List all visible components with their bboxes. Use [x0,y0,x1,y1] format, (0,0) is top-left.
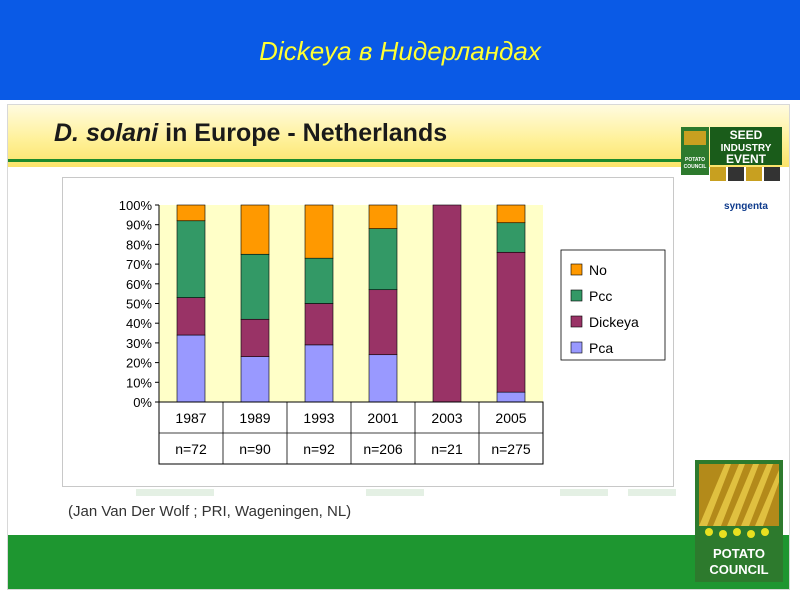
y-tick-label: 0% [133,395,152,410]
y-tick-label: 30% [126,336,152,351]
x-tick-label: 1987 [175,410,206,426]
bar-segment-dickeya [432,204,462,403]
stacked-bar-chart: 0% 10% 20% 30% 40% 50% 60% 70% 80% 90% 100% 1987 n=7… [119,198,666,465]
sample-size-label: n=275 [491,441,531,457]
sample-size-label: n=90 [239,441,271,457]
headline-band [8,105,789,167]
mini-logo-word-2: COUNCIL [684,164,707,170]
bar-segment-pca [496,391,526,403]
y-tick-label: 80% [126,237,152,252]
bar-segment-pca [368,354,398,403]
legend-swatch-pca [570,341,583,354]
bar-segment-no [496,204,526,224]
legend-label-pca: Pca [589,340,613,356]
mini-logo-word-1: POTATO [685,157,705,163]
bar-segment-pcc [496,222,526,253]
bar-segment-pcc [240,253,270,320]
y-tick-label: 100% [119,198,153,213]
legend-label-dickeya: Dickeya [589,314,639,330]
bar-segment-no [368,204,398,229]
headline-underline [8,159,698,162]
bar-segment-dickeya [496,251,526,393]
pc-logo-line-2: COUNCIL [709,562,768,577]
plot-area [159,205,543,402]
headline: D. solani in Europe - Netherlands [54,119,447,148]
y-tick-label: 10% [126,375,152,390]
seed-logo-line-2: INDUSTRY [721,143,772,154]
x-tick-label: 1989 [239,410,270,426]
bar-segment-pcc [368,228,398,291]
bar-segment-no [176,204,206,222]
chart-frame: 0% 10% 20% 30% 40% 50% 60% 70% 80% 90% 100% 1987 n=7… [62,177,674,487]
bar-segment-pca [304,344,334,403]
pc-logo-line-1: POTATO [713,546,765,561]
y-tick-label: 90% [126,218,152,233]
slide-header-bar: Dickeya в Нидерландах [0,0,800,100]
potato-council-logo: POTATO COUNCIL [695,460,783,582]
bar-segment-dickeya [240,318,270,357]
legend-swatch-no [570,263,583,276]
headline-species: D. solani [54,119,159,147]
embedded-slide: D. solani in Europe - Netherlands POTATO… [7,104,790,590]
slide-title: Dickeya в Нидерландах [259,36,541,66]
bar-segment-pcc [304,257,334,304]
x-tick-label: 2001 [367,410,398,426]
syngenta-logo: syngenta [724,201,768,212]
seed-logo-line-3: EVENT [726,152,767,166]
bar-segment-dickeya [368,289,398,356]
headline-rest: in Europe - Netherlands [158,119,448,147]
sample-size-label: n=72 [175,441,207,457]
legend-label-no: No [589,262,607,278]
bar-segment-pca [176,334,206,403]
sample-size-label: n=21 [431,441,463,457]
seed-industry-event-logo: POTATO COUNCIL SEED INDUSTRY EVENT synge… [681,127,782,212]
bar-segment-no [240,204,270,255]
legend-swatch-dickeya [570,315,583,328]
y-tick-label: 20% [126,356,152,371]
y-tick-label: 40% [126,316,152,331]
y-tick-label: 70% [126,257,152,272]
x-tick-label: 1993 [303,410,334,426]
sample-size-label: n=206 [363,441,403,457]
bar-segment-pcc [176,220,206,298]
green-footer-band [8,535,789,589]
legend-label-pcc: Pcc [589,288,612,304]
bar-segment-no [304,204,334,259]
y-tick-label: 50% [126,297,152,312]
y-tick-label: 60% [126,277,152,292]
x-tick-label: 2005 [495,410,526,426]
bar-segment-dickeya [176,297,206,336]
legend-swatch-pcc [570,289,583,302]
x-tick-label: 2003 [431,410,462,426]
bar-segment-pca [240,356,270,403]
source-citation: (Jan Van Der Wolf ; PRI, Wageningen, NL) [68,503,352,520]
sample-size-label: n=92 [303,441,335,457]
bar-segment-dickeya [304,303,334,346]
seed-logo-line-1: SEED [730,128,763,142]
